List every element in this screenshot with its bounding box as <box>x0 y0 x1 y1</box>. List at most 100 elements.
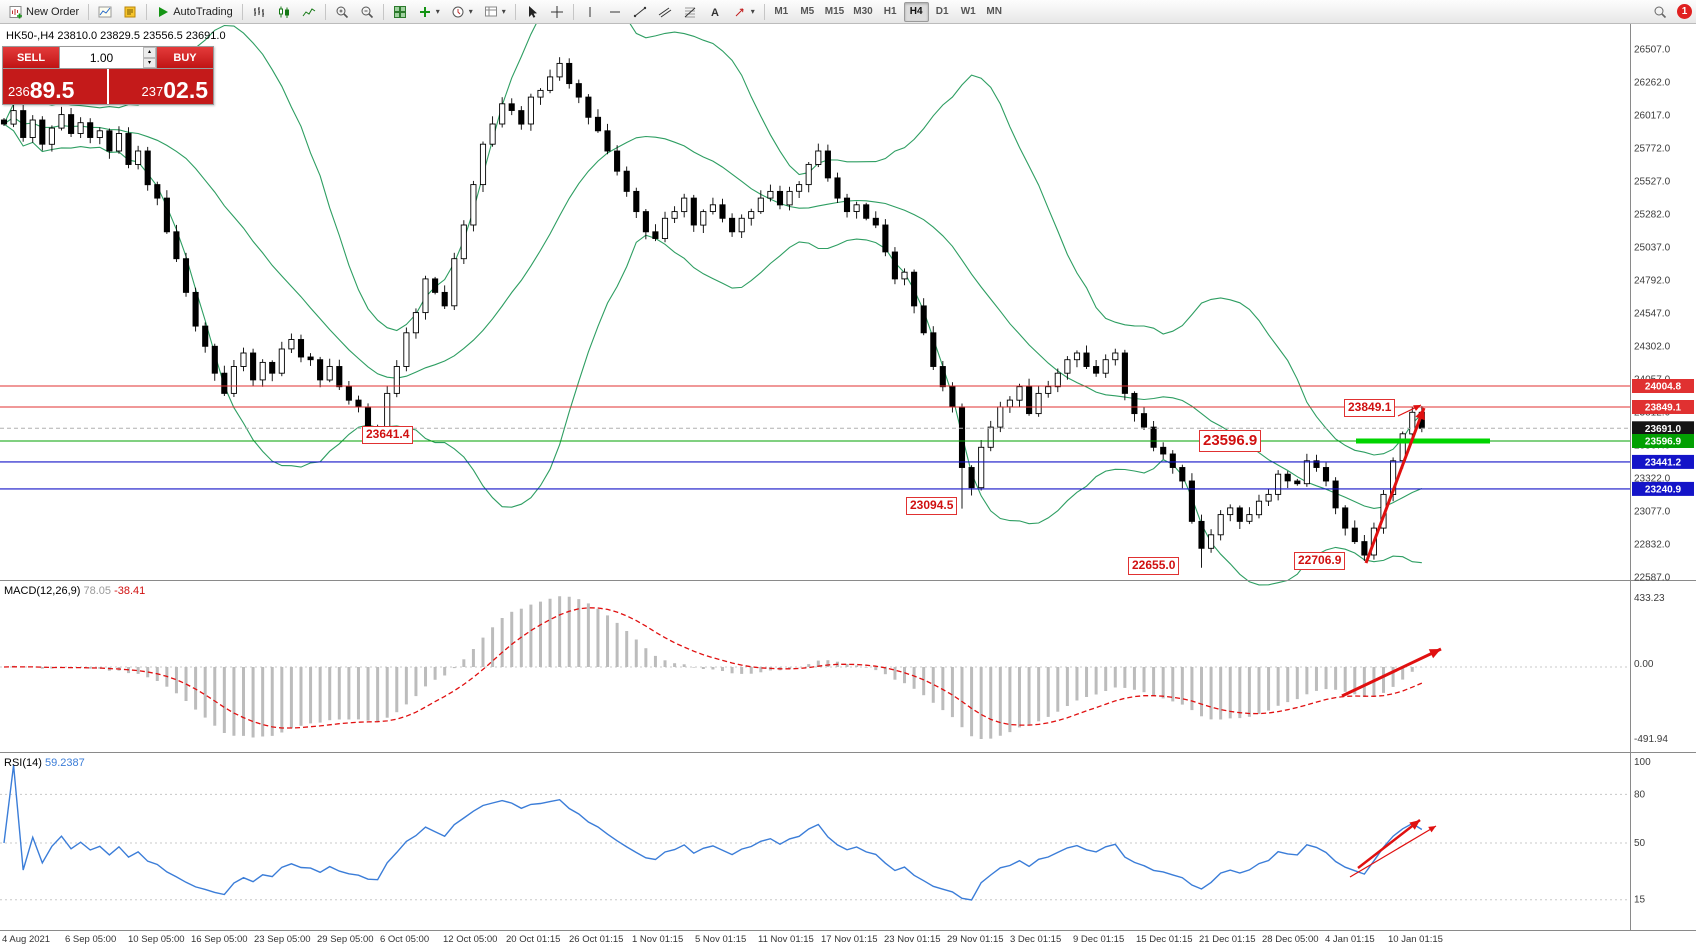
notifications-badge[interactable]: 1 <box>1677 4 1692 19</box>
vertical-line-tool-button[interactable] <box>578 2 602 22</box>
svg-text:433.23: 433.23 <box>1634 593 1665 604</box>
search-button[interactable] <box>1648 2 1672 22</box>
ohlc-bars-icon <box>252 5 266 19</box>
channel-tool-button[interactable] <box>653 2 677 22</box>
svg-text:26 Oct 01:15: 26 Oct 01:15 <box>569 934 623 945</box>
volume-input[interactable] <box>60 47 143 68</box>
templates-button[interactable]: ▾ <box>479 2 511 22</box>
svg-text:15 Dec 01:15: 15 Dec 01:15 <box>1136 934 1193 945</box>
vertical-line-icon <box>583 5 597 19</box>
svg-text:24792.0: 24792.0 <box>1634 276 1671 287</box>
svg-text:23077.0: 23077.0 <box>1634 507 1671 518</box>
svg-text:4 Jan 01:15: 4 Jan 01:15 <box>1325 934 1375 945</box>
macd-main-value: 78.05 <box>83 585 112 597</box>
trend-arrow-rsi[interactable] <box>1357 819 1421 869</box>
sell-price-prefix: 236 <box>8 83 30 99</box>
separator <box>146 3 148 20</box>
svg-text:17 Nov 01:15: 17 Nov 01:15 <box>821 934 878 945</box>
svg-text:16 Sep 05:00: 16 Sep 05:00 <box>191 934 248 945</box>
horizontal-line-tool-button[interactable] <box>603 2 627 22</box>
text-tool-button[interactable]: A <box>703 2 727 22</box>
line-chart-button[interactable] <box>297 2 321 22</box>
svg-text:1 Nov 01:15: 1 Nov 01:15 <box>632 934 683 945</box>
svg-text:50: 50 <box>1634 838 1646 849</box>
timeframe-d1-button[interactable]: D1 <box>930 2 955 22</box>
svg-text:23849.1: 23849.1 <box>1645 403 1682 414</box>
fibonacci-tool-button[interactable] <box>678 2 702 22</box>
clock-icon <box>451 5 465 19</box>
crosshair-tool-button[interactable] <box>545 2 569 22</box>
timeframe-m30-button[interactable]: M30 <box>849 2 876 22</box>
rsi-name: RSI(14) <box>4 757 42 769</box>
price-tag <box>1632 400 1694 414</box>
svg-text:25772.0: 25772.0 <box>1634 144 1671 155</box>
svg-text:80: 80 <box>1634 789 1646 800</box>
timeframe-w1-button[interactable]: W1 <box>956 2 981 22</box>
price-tag <box>1632 454 1694 469</box>
timeframe-m1-button[interactable]: M1 <box>769 2 794 22</box>
new-order-button[interactable]: New Order <box>4 2 84 22</box>
volume-down-button[interactable]: ▾ <box>143 57 156 68</box>
volume-up-button[interactable]: ▴ <box>143 47 156 58</box>
panel-separators <box>0 24 1696 931</box>
price-tag <box>1632 481 1694 496</box>
timeframe-m5-button[interactable]: M5 <box>795 2 820 22</box>
svg-text:22587.0: 22587.0 <box>1634 573 1671 584</box>
metaeditor-button[interactable] <box>118 2 142 22</box>
new-order-label: New Order <box>26 5 80 18</box>
svg-text:23441.2: 23441.2 <box>1645 457 1682 468</box>
trend-arrow-rsi[interactable] <box>1349 825 1437 878</box>
buy-price[interactable]: 237 02.5 <box>109 69 213 104</box>
new-chart-button[interactable]: ▾ <box>413 2 445 22</box>
svg-text:12 Oct 05:00: 12 Oct 05:00 <box>443 934 497 945</box>
chevron-down-icon: ▾ <box>468 7 473 16</box>
timeframe-m15-button[interactable]: M15 <box>821 2 848 22</box>
macd-name: MACD(12,26,9) <box>4 585 81 597</box>
rsi-indicator-label: RSI(14) 59.2387 <box>4 757 85 769</box>
timeframe-h1-button[interactable]: H1 <box>878 2 903 22</box>
svg-text:24004.8: 24004.8 <box>1645 382 1682 393</box>
price-callout[interactable]: 22655.0 <box>1128 557 1180 575</box>
price-axis-labels: 26507.0 26262.0 26017.0 25772.0 25527.0 25282… <box>1634 45 1671 584</box>
zoom-in-button[interactable] <box>330 2 354 22</box>
trend-arrow-main[interactable] <box>1364 407 1426 564</box>
candlestick-chart-button[interactable] <box>272 2 296 22</box>
cursor-tool-button[interactable] <box>520 2 544 22</box>
trend-arrows[interactable] <box>1341 404 1442 878</box>
trend-arrow-macd[interactable] <box>1341 647 1442 698</box>
periods-button[interactable]: ▾ <box>446 2 478 22</box>
bar-chart-button[interactable] <box>247 2 271 22</box>
timeframe-h4-button[interactable]: H4 <box>903 1 929 22</box>
bollinger-middle <box>3 116 1423 509</box>
price-callout[interactable]: 22706.9 <box>1294 552 1346 570</box>
price-callout[interactable]: 23596.9 <box>1199 430 1262 452</box>
toolbar: New Order AutoTrading <box>0 0 1696 24</box>
zoom-out-button[interactable] <box>355 2 379 22</box>
price-callout[interactable]: 23849.1 <box>1344 399 1396 417</box>
tile-windows-icon <box>393 5 407 19</box>
sell-button[interactable]: SELL <box>3 47 59 68</box>
separator <box>241 3 243 20</box>
rsi-level-lines <box>0 793 1630 901</box>
svg-text:28 Dec 05:00: 28 Dec 05:00 <box>1262 934 1319 945</box>
price-callout[interactable]: 23094.5 <box>906 497 958 515</box>
separator <box>88 3 90 20</box>
svg-text:20 Oct 01:15: 20 Oct 01:15 <box>506 934 560 945</box>
trendline-tool-button[interactable] <box>628 2 652 22</box>
charts-window-button[interactable] <box>93 2 117 22</box>
tile-windows-button[interactable] <box>388 2 412 22</box>
arrow-object-icon <box>733 5 747 19</box>
sell-price[interactable]: 236 89.5 <box>3 69 107 104</box>
autotrading-button[interactable]: AutoTrading <box>151 2 238 22</box>
arrows-tool-button[interactable]: ▾ <box>728 2 760 22</box>
buy-button[interactable]: BUY <box>157 47 213 68</box>
bollinger-bands <box>3 0 1423 586</box>
price-callout[interactable]: 23641.4 <box>362 426 414 444</box>
horizontal-line-icon <box>608 5 622 19</box>
price-tag <box>1632 379 1694 393</box>
svg-text:26262.0: 26262.0 <box>1634 78 1671 89</box>
timeframe-mn-button[interactable]: MN <box>982 2 1007 22</box>
